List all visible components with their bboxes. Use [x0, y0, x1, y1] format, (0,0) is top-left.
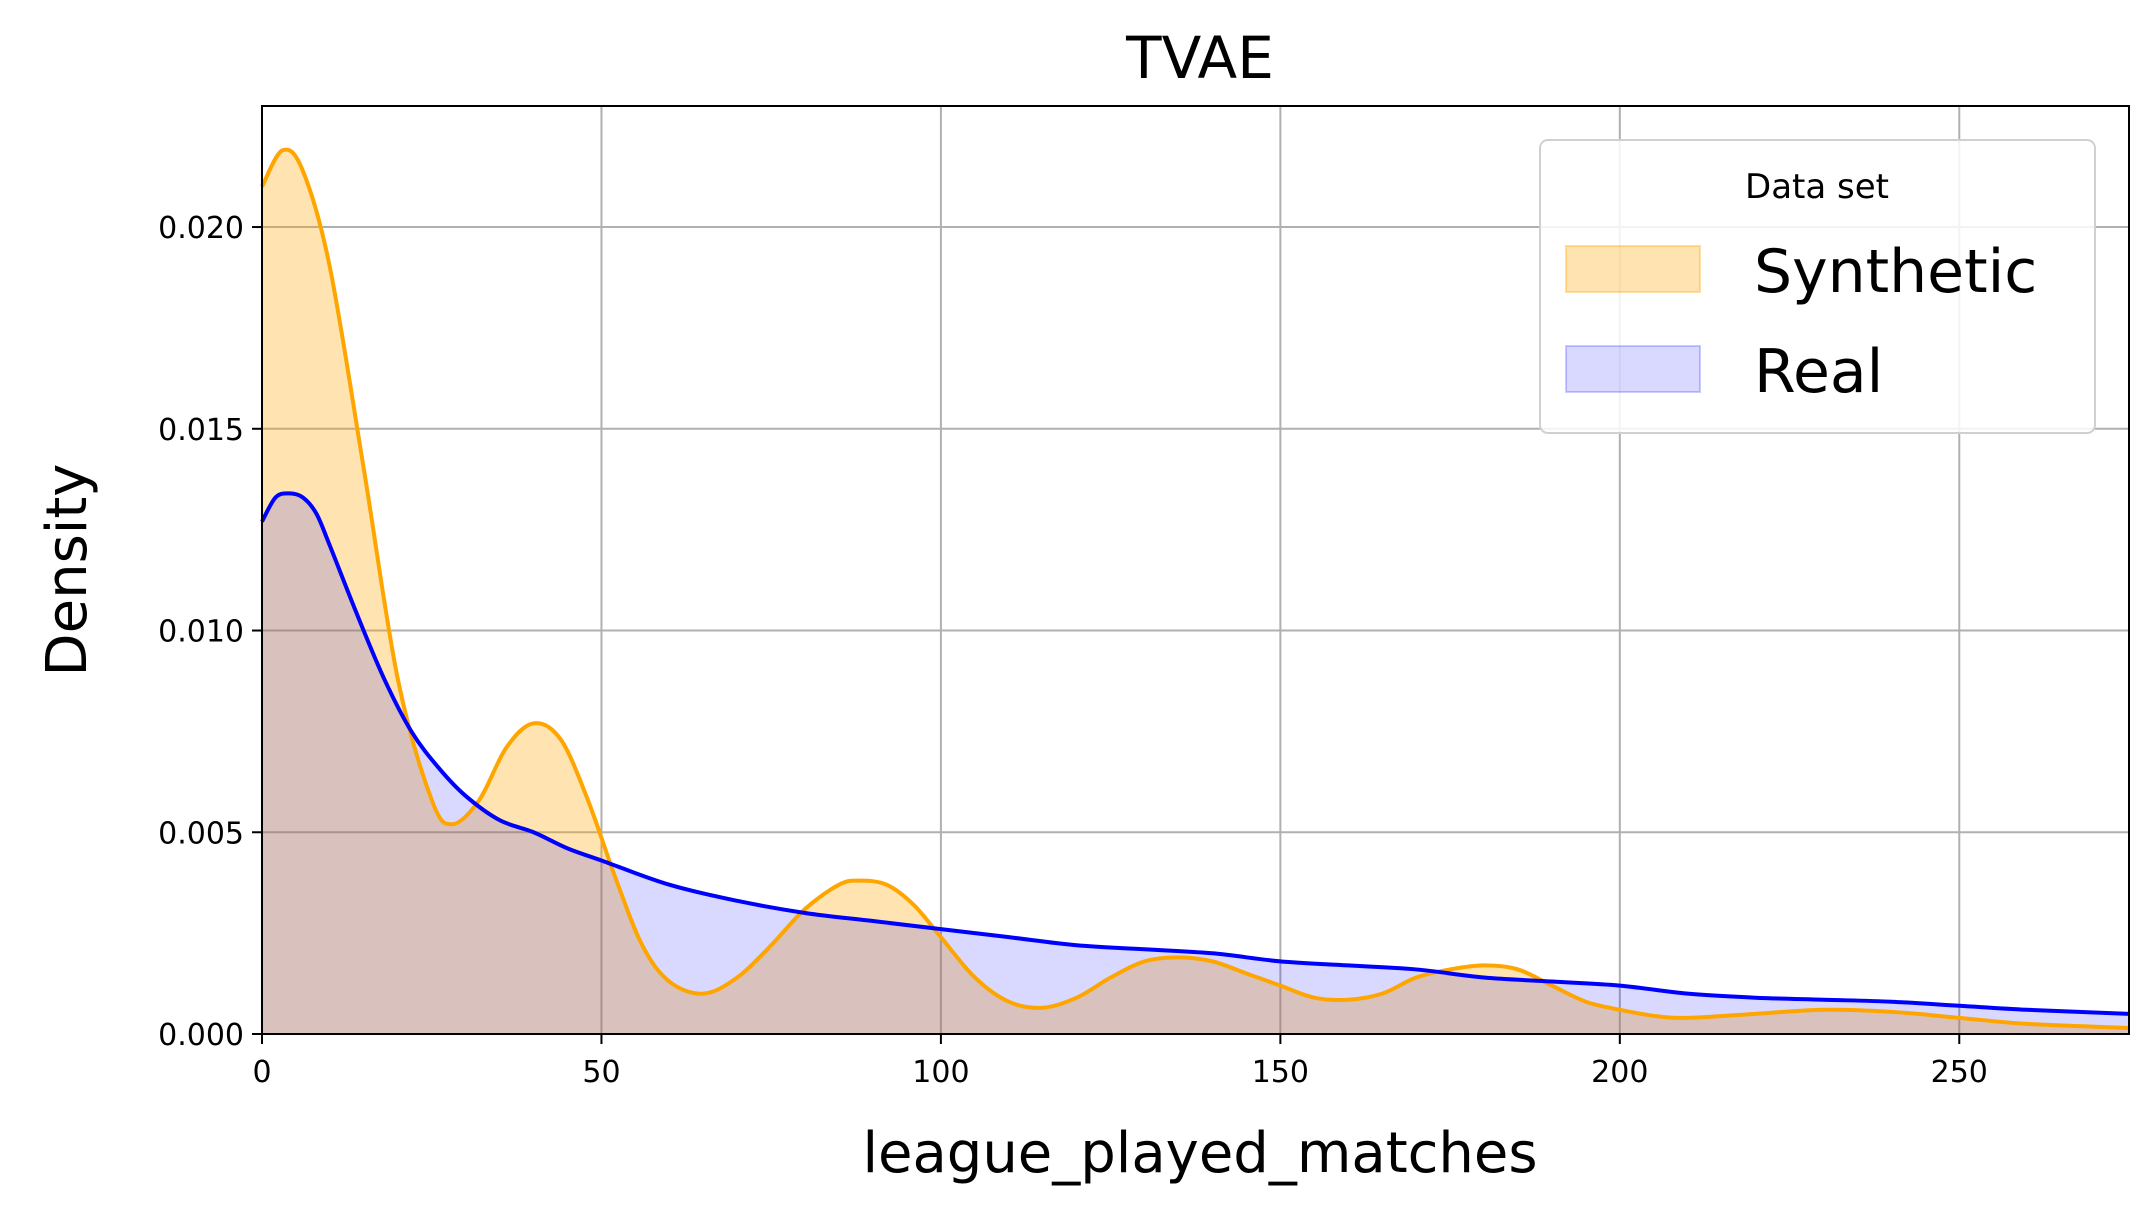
area-real: [262, 493, 2129, 1034]
x-tick-label: 250: [1931, 1055, 1988, 1090]
x-tick-label: 100: [912, 1055, 969, 1090]
legend-swatch-real: [1565, 345, 1701, 393]
legend-label-synthetic: Synthetic: [1754, 237, 2037, 307]
area-synthetic: [262, 149, 2129, 1034]
line-real: [260, 491, 2130, 1016]
y-tick-label: 0.015: [158, 413, 244, 448]
x-tick-label: 50: [582, 1055, 620, 1090]
y-tick-label: 0.010: [158, 615, 244, 650]
plot-frame: [261, 105, 2130, 1035]
x-tick-label: 200: [1591, 1055, 1648, 1090]
x-tick-label: 0: [252, 1055, 271, 1090]
legend-label-real: Real: [1754, 337, 1883, 407]
x-tick-label: 150: [1252, 1055, 1309, 1090]
legend-swatch-synthetic: [1565, 245, 1701, 293]
legend-title: Data set: [1745, 167, 1889, 207]
y-tick-label: 0.000: [158, 1018, 244, 1053]
y-axis-ticks: 0.000 0.005 0.010 0.015 0.020: [158, 211, 262, 1053]
y-tick-label: 0.005: [158, 816, 244, 851]
line-synthetic: [260, 147, 2130, 1030]
legend: Data set Synthetic Real: [1539, 139, 2096, 434]
x-axis-ticks: 0 50 100 150 200 250: [252, 1034, 1988, 1090]
series-layer: [260, 147, 2130, 1034]
x-axis-label: league_played_matches: [862, 1121, 1537, 1186]
legend-box: [1539, 139, 2096, 434]
chart-title: TVAE: [1125, 24, 1274, 92]
y-axis-label: Density: [35, 464, 100, 677]
y-tick-label: 0.020: [158, 211, 244, 246]
